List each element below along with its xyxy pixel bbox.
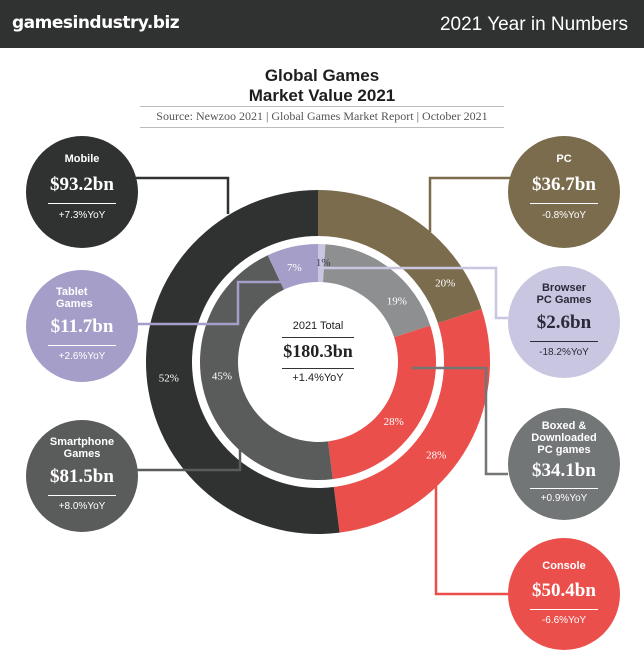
outer-slice-mobile — [146, 190, 340, 534]
callout-mobile-divider — [48, 203, 116, 204]
inner-label-browser-pc-games: 1% — [316, 257, 331, 269]
inner-slice-tablet-games — [267, 244, 318, 290]
callout-tablet-yoy: +2.6%YoY — [58, 351, 106, 362]
callout-pc: PC $36.7bn -0.8%YoY — [508, 136, 620, 248]
connector-browser — [322, 266, 508, 320]
outer-label-pc: 20% — [435, 278, 455, 290]
callout-smartphone-yoy: +8.0%YoY — [58, 501, 106, 512]
connector-console — [434, 460, 508, 596]
inner-label-smartphone-games: 45% — [212, 370, 232, 382]
callout-boxed-value: $34.1bn — [532, 460, 596, 481]
callout-boxed-name-3: PC games — [537, 444, 591, 456]
title-rule-bottom — [140, 127, 504, 128]
chart-subtitle: Source: Newzoo 2021 | Global Games Marke… — [156, 109, 488, 123]
callout-smartphone-name-2: Games — [63, 448, 101, 460]
share-labels: 20% 28% 52% 1% 19% 28% 45% 7% — [159, 257, 456, 461]
outer-label-mobile: 52% — [159, 373, 179, 385]
inner-slice-console — [328, 325, 437, 480]
inner-slice-smartphone-games — [200, 255, 333, 480]
callout-smartphone: Smartphone Games $81.5bn +8.0%YoY — [26, 420, 138, 532]
inner-label-console: 28% — [384, 416, 404, 428]
connector-boxed — [412, 366, 508, 476]
connector-tablet — [136, 280, 296, 326]
callout-pc-name: PC — [556, 153, 572, 165]
callout-console: Console $50.4bn -6.6%YoY — [508, 538, 620, 650]
callout-tablet-divider — [48, 345, 116, 346]
callout-mobile-yoy: +7.3%YoY — [58, 210, 106, 221]
inner-label-tablet-games: 7% — [287, 262, 302, 274]
callout-tablet-name-1: Tablet — [56, 286, 88, 298]
callout-browser-value: $2.6bn — [536, 312, 592, 333]
inner-label-boxed-downloaded-pc-games: 19% — [387, 295, 407, 307]
callout-boxed-name-2: Downloaded — [531, 432, 597, 444]
callout-console-yoy: -6.6%YoY — [541, 615, 587, 626]
callout-console-name: Console — [542, 560, 586, 572]
callout-tablet-value: $11.7bn — [50, 316, 114, 337]
outer-ring — [146, 190, 490, 534]
section-title: 2021 Year in Numbers — [439, 14, 628, 35]
inner-slice-browser-pc-games — [318, 244, 326, 283]
center-total-value: $180.3bn — [283, 341, 353, 361]
inner-ring — [200, 244, 437, 480]
callout-tablet-name-2: Games — [56, 298, 93, 310]
center-total-label: 2021 Total — [292, 320, 344, 332]
callout-boxed-name-1: Boxed & — [541, 420, 587, 432]
callout-browser: Browser PC Games $2.6bn -18.2%YoY — [508, 266, 620, 378]
center-divider-bottom — [282, 368, 354, 369]
callout-mobile-value: $93.2bn — [50, 174, 114, 195]
callout-connectors — [136, 176, 510, 596]
connector-mobile — [136, 176, 230, 214]
connector-smartphone — [136, 440, 242, 472]
callout-smartphone-value: $81.5bn — [50, 466, 114, 487]
callout-pc-value: $36.7bn — [532, 174, 596, 195]
callout-boxed: Boxed & Downloaded PC games $34.1bn +0.9… — [508, 408, 620, 520]
callout-smartphone-name-1: Smartphone — [49, 436, 115, 448]
header-bar: gamesindustry.biz 2021 Year in Numbers — [0, 0, 644, 48]
callout-browser-divider — [530, 341, 598, 342]
connector-pc — [428, 176, 510, 232]
center-total-yoy: +1.4%YoY — [292, 372, 344, 384]
callout-browser-name-1: Browser — [541, 282, 587, 294]
callout-pc-yoy: -0.8%YoY — [541, 210, 587, 221]
callout-tablet: Tablet Games $11.7bn +2.6%YoY — [26, 270, 138, 382]
callout-mobile-name: Mobile — [64, 153, 100, 165]
callout-boxed-divider — [530, 488, 598, 489]
callout-pc-divider — [530, 203, 598, 204]
callout-smartphone-divider — [48, 495, 116, 496]
callout-console-value: $50.4bn — [532, 580, 596, 601]
chart-title-line-1: Global Games — [264, 66, 380, 85]
callout-console-divider — [530, 609, 598, 610]
chart-title-line-2: Market Value 2021 — [248, 86, 396, 105]
callout-mobile: Mobile $93.2bn +7.3%YoY — [26, 136, 138, 248]
callout-browser-yoy: -18.2%YoY — [539, 347, 589, 358]
outer-slice-pc — [318, 190, 482, 324]
brand-logo[interactable]: gamesindustry.biz — [12, 13, 180, 33]
title-rule-top — [140, 106, 504, 107]
center-divider-top — [282, 337, 354, 338]
outer-label-console: 28% — [426, 449, 446, 461]
callout-boxed-yoy: +0.9%YoY — [540, 493, 588, 504]
callout-browser-name-2: PC Games — [536, 294, 592, 306]
outer-slice-console — [333, 308, 490, 533]
